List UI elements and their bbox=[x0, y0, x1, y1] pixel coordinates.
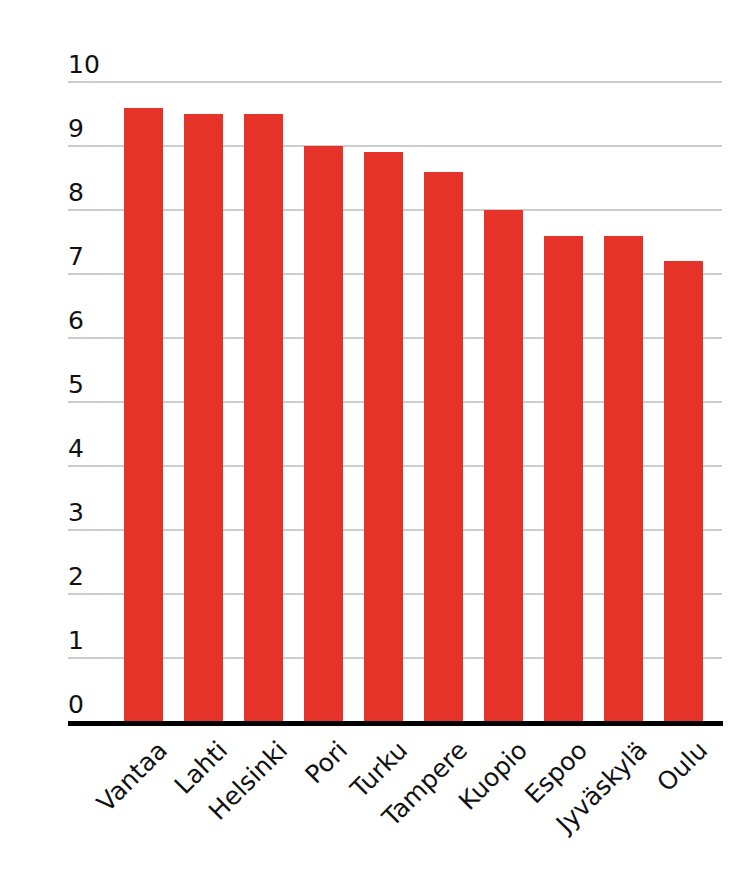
bar bbox=[664, 261, 703, 722]
y-tick-label: 1 bbox=[68, 630, 84, 652]
y-tick-label: 6 bbox=[68, 310, 84, 332]
y-tick-label: 7 bbox=[68, 246, 84, 268]
bar bbox=[124, 108, 163, 722]
bar bbox=[544, 236, 583, 722]
bar bbox=[484, 210, 523, 722]
y-tick-label: 4 bbox=[68, 438, 84, 460]
y-tick-label: 2 bbox=[68, 566, 84, 588]
bar bbox=[304, 146, 343, 722]
bar bbox=[244, 114, 283, 722]
y-tick-label: 3 bbox=[68, 502, 84, 524]
gridline bbox=[68, 81, 722, 83]
gridline bbox=[68, 145, 722, 147]
y-tick-label: 8 bbox=[68, 182, 84, 204]
bar bbox=[424, 172, 463, 722]
x-axis-line bbox=[68, 721, 723, 726]
y-tick-label: 0 bbox=[68, 694, 84, 716]
bar bbox=[604, 236, 643, 722]
bar bbox=[364, 152, 403, 722]
y-tick-label: 10 bbox=[68, 54, 100, 76]
y-tick-label: 9 bbox=[68, 118, 84, 140]
bar-chart: 012345678910 VantaaLahtiHelsinkiPoriTurk… bbox=[0, 0, 750, 885]
y-tick-label: 5 bbox=[68, 374, 84, 396]
bar bbox=[184, 114, 223, 722]
